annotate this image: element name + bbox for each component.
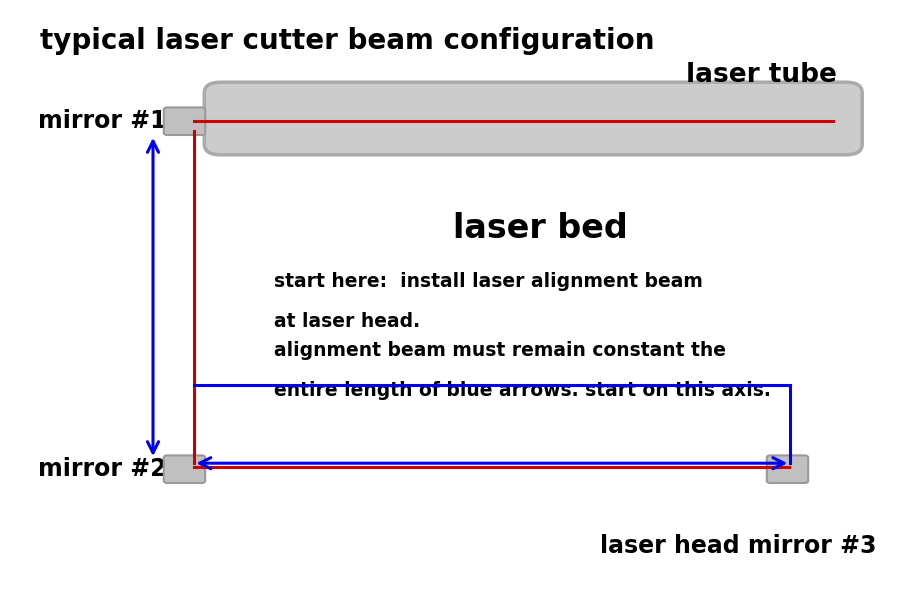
- Text: typical laser cutter beam configuration: typical laser cutter beam configuration: [40, 27, 655, 55]
- Text: entire length of blue arrows. start on this axis.: entire length of blue arrows. start on t…: [274, 381, 771, 400]
- FancyBboxPatch shape: [164, 107, 205, 135]
- FancyBboxPatch shape: [164, 455, 205, 483]
- Text: laser tube: laser tube: [686, 62, 837, 88]
- FancyBboxPatch shape: [767, 455, 808, 483]
- Text: at laser head.: at laser head.: [274, 312, 420, 331]
- FancyBboxPatch shape: [204, 82, 862, 155]
- Text: mirror #2: mirror #2: [38, 457, 166, 481]
- Text: start here:  install laser alignment beam: start here: install laser alignment beam: [274, 272, 704, 291]
- Text: laser head mirror #3: laser head mirror #3: [599, 534, 877, 558]
- Text: laser bed: laser bed: [453, 211, 627, 245]
- Text: mirror #1: mirror #1: [38, 109, 166, 133]
- Text: alignment beam must remain constant the: alignment beam must remain constant the: [274, 341, 726, 360]
